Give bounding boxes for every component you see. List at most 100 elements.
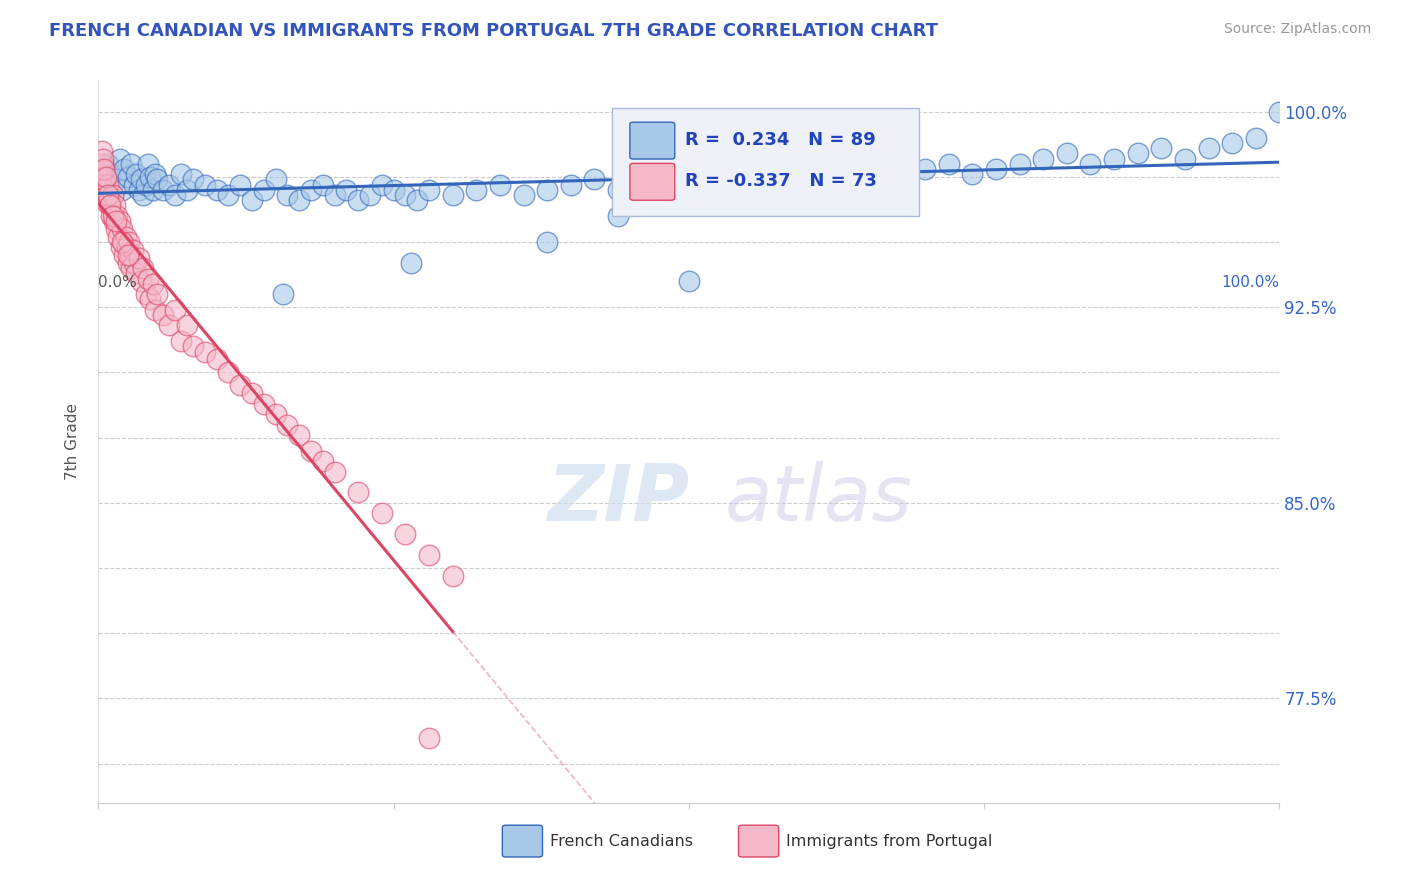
Point <box>110 240 132 254</box>
Point <box>1198 141 1220 155</box>
Point <box>136 271 159 285</box>
Text: Immigrants from Portugal: Immigrants from Portugal <box>786 834 993 848</box>
Point <box>91 161 114 176</box>
Point <box>125 167 148 181</box>
Point <box>229 178 252 192</box>
Point <box>132 261 155 276</box>
Point <box>772 178 794 192</box>
Point <box>91 157 114 171</box>
Text: R =  0.234   N = 89: R = 0.234 N = 89 <box>685 131 876 149</box>
Point <box>678 274 700 288</box>
Point <box>194 344 217 359</box>
Point <box>139 169 162 184</box>
Point <box>1032 152 1054 166</box>
Point <box>217 188 239 202</box>
Point <box>512 188 534 202</box>
Point <box>347 194 370 208</box>
Point <box>112 248 135 262</box>
Point <box>844 161 866 176</box>
Point <box>536 183 558 197</box>
Point <box>1102 152 1125 166</box>
Point <box>132 188 155 202</box>
Point <box>108 214 131 228</box>
Point <box>117 256 139 270</box>
Text: atlas: atlas <box>724 461 912 537</box>
Text: 100.0%: 100.0% <box>1222 276 1279 291</box>
Point <box>112 161 135 176</box>
Point <box>264 407 287 421</box>
Point <box>1220 136 1243 150</box>
Point <box>125 266 148 280</box>
Point <box>1174 152 1197 166</box>
Point <box>276 188 298 202</box>
Point <box>1056 146 1078 161</box>
Point <box>276 417 298 432</box>
Point <box>105 172 128 186</box>
Point <box>103 214 125 228</box>
Point <box>115 240 138 254</box>
Point <box>157 318 180 333</box>
FancyBboxPatch shape <box>502 825 543 857</box>
Point <box>101 188 124 202</box>
Text: FRENCH CANADIAN VS IMMIGRANTS FROM PORTUGAL 7TH GRADE CORRELATION CHART: FRENCH CANADIAN VS IMMIGRANTS FROM PORTU… <box>49 22 938 40</box>
Point <box>984 161 1007 176</box>
Point <box>299 183 322 197</box>
Point <box>1268 104 1291 119</box>
Point <box>607 183 630 197</box>
Point <box>418 183 440 197</box>
Point <box>371 178 394 192</box>
Point <box>890 167 912 181</box>
Point <box>401 256 423 270</box>
Point <box>105 222 128 236</box>
Point <box>114 229 136 244</box>
Point <box>312 454 335 468</box>
Text: 0.0%: 0.0% <box>98 276 138 291</box>
Point <box>748 167 770 181</box>
Point <box>98 194 121 208</box>
Point <box>93 161 115 176</box>
Point <box>117 248 139 262</box>
Point <box>441 188 464 202</box>
Point <box>101 188 124 202</box>
Point <box>962 167 984 181</box>
Point <box>678 183 700 197</box>
Point <box>1008 157 1031 171</box>
Point <box>654 172 676 186</box>
Point <box>121 261 143 276</box>
Point <box>560 178 582 192</box>
Point <box>441 569 464 583</box>
Point <box>323 465 346 479</box>
Point <box>105 214 128 228</box>
Point <box>820 167 842 181</box>
Point <box>107 229 129 244</box>
Point <box>111 183 134 197</box>
Point <box>725 172 748 186</box>
Point <box>143 302 166 317</box>
Point <box>217 366 239 380</box>
Point <box>288 428 311 442</box>
Point <box>394 188 416 202</box>
Point <box>94 178 117 192</box>
Point <box>165 188 187 202</box>
Point <box>143 167 166 181</box>
Point <box>253 183 276 197</box>
Text: Source: ZipAtlas.com: Source: ZipAtlas.com <box>1223 22 1371 37</box>
Point <box>136 157 159 171</box>
Point <box>382 183 405 197</box>
Point <box>146 287 169 301</box>
Point <box>97 157 120 171</box>
Point <box>176 183 198 197</box>
Point <box>129 172 152 186</box>
Point <box>121 243 143 257</box>
Point <box>536 235 558 249</box>
Point <box>312 178 335 192</box>
Point <box>796 172 818 186</box>
Point <box>489 178 512 192</box>
Point <box>866 172 889 186</box>
Point <box>128 251 150 265</box>
Point <box>94 188 117 202</box>
Point <box>97 178 120 192</box>
Point <box>702 178 724 192</box>
Point <box>105 209 128 223</box>
Point <box>170 167 193 181</box>
